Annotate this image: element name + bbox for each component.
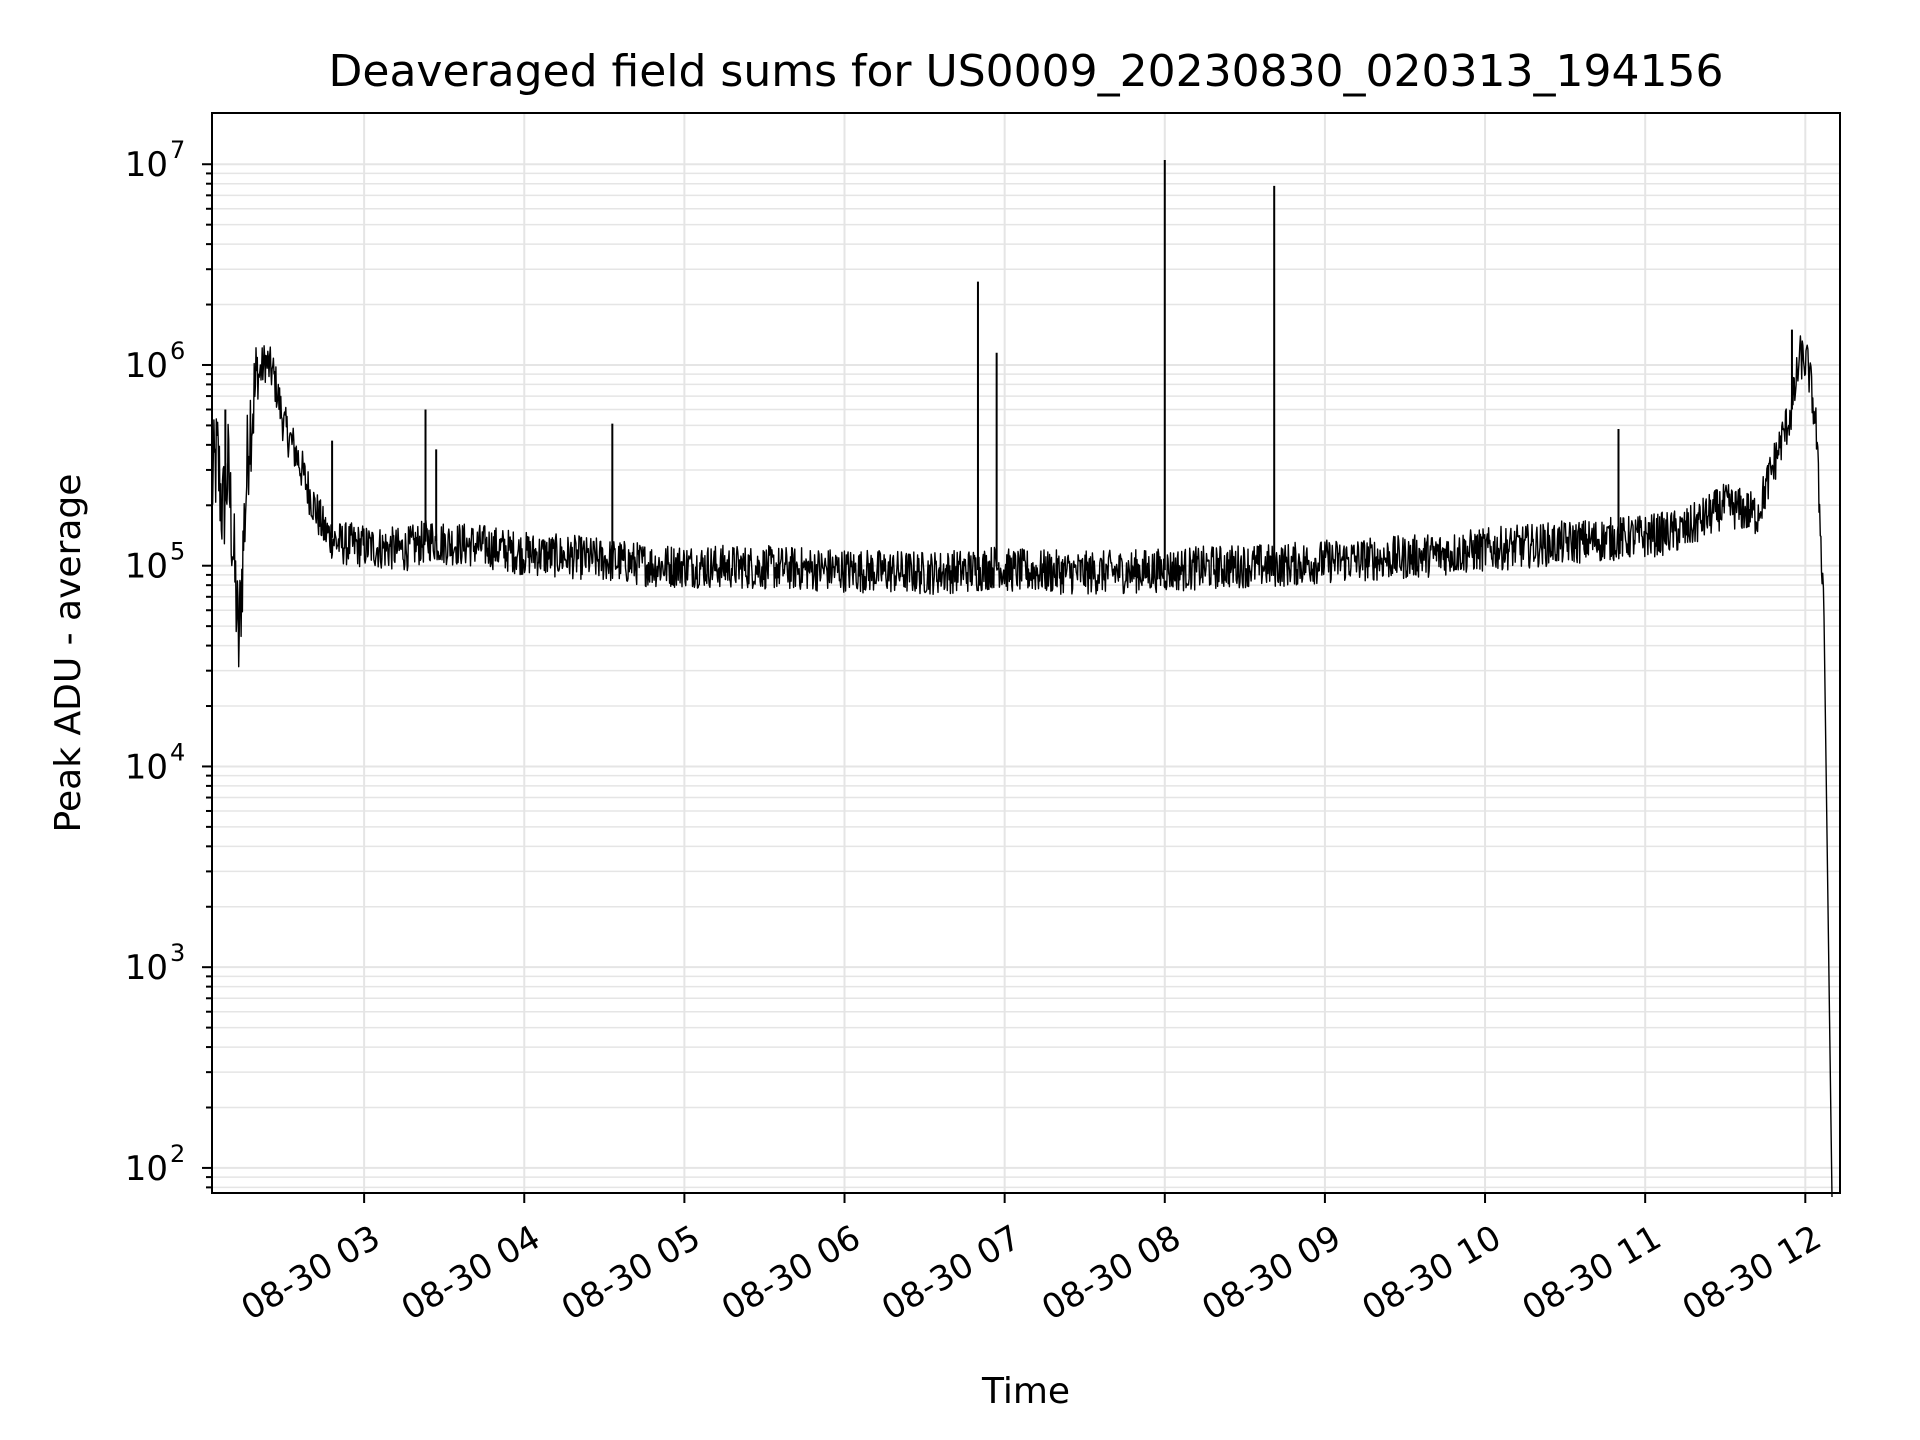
y-tick-exponent: 5 — [170, 538, 185, 566]
x-axis-label: Time — [981, 1371, 1070, 1412]
y-tick-label: 10 — [125, 747, 168, 787]
series-line — [211, 335, 1833, 1198]
y-tick-label: 10 — [125, 1149, 168, 1189]
y-tick-label: 10 — [125, 346, 168, 386]
y-tick-exponent: 4 — [170, 738, 185, 766]
y-axis-label: Peak ADU - average — [48, 474, 89, 833]
y-tick-exponent: 2 — [170, 1140, 185, 1168]
y-tick-exponent: 3 — [170, 939, 185, 967]
y-tick-exponent: 7 — [170, 136, 185, 164]
chart-title: Deaveraged field sums for US0009_2023083… — [329, 46, 1724, 97]
y-tick-label: 10 — [125, 948, 168, 988]
y-tick-label: 10 — [125, 547, 168, 587]
y-tick-exponent: 6 — [170, 337, 185, 365]
y-tick-label: 10 — [125, 145, 168, 185]
plot-frame — [211, 112, 1841, 1194]
grid — [212, 113, 1840, 1193]
series-layer — [211, 159, 1833, 1198]
